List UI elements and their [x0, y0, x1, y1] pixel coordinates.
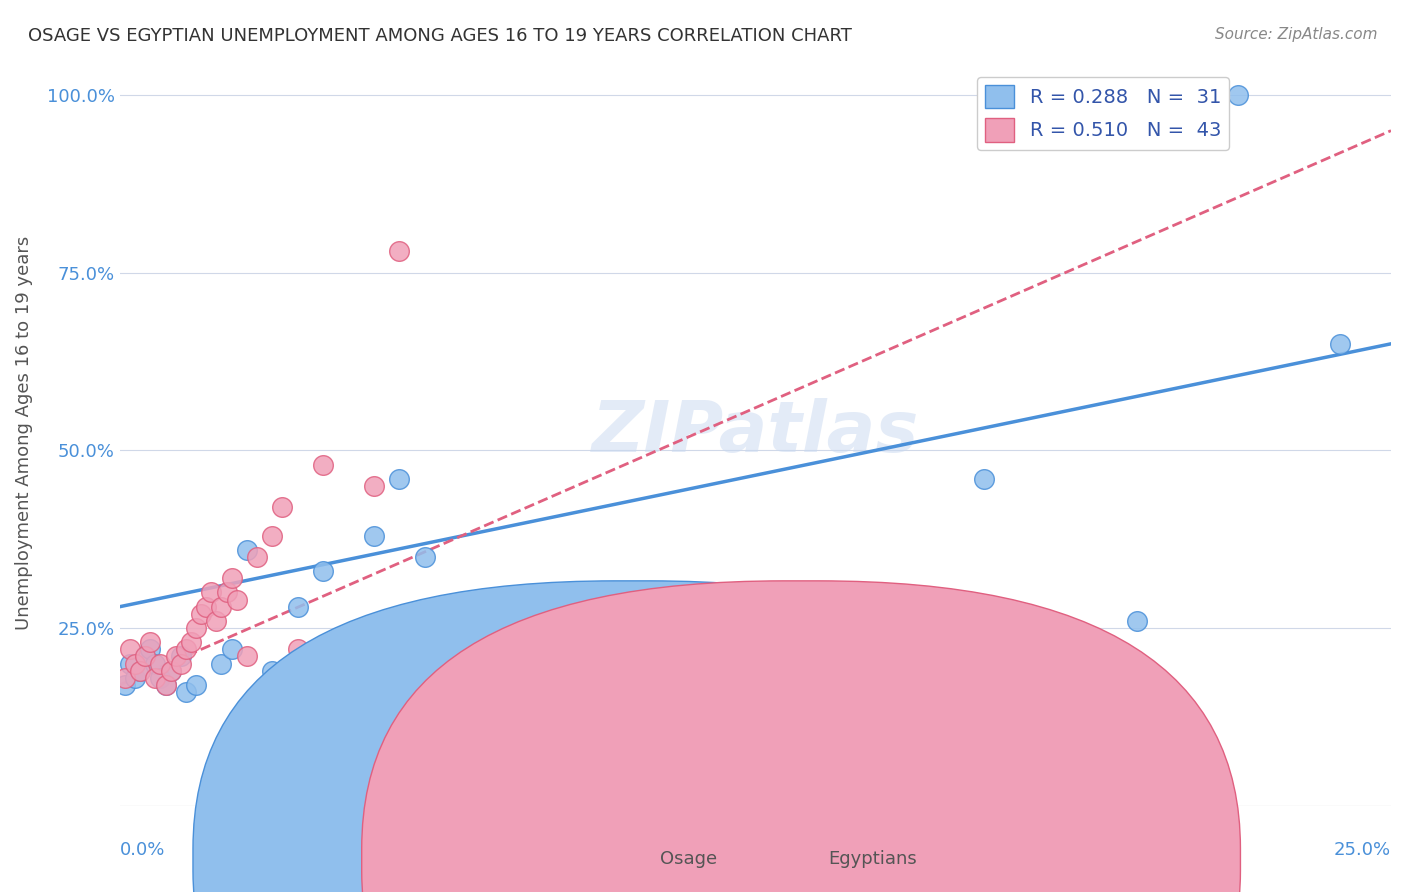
Point — [236, 649, 259, 664]
Point — [246, 549, 269, 564]
Point — [363, 479, 385, 493]
Point — [262, 528, 284, 542]
Point — [718, 607, 741, 621]
Text: OSAGE VS EGYPTIAN UNEMPLOYMENT AMONG AGES 16 TO 19 YEARS CORRELATION CHART: OSAGE VS EGYPTIAN UNEMPLOYMENT AMONG AGE… — [28, 27, 852, 45]
Point — [489, 649, 512, 664]
Point — [143, 657, 166, 671]
Point — [190, 607, 212, 621]
Point — [129, 664, 152, 678]
Point — [134, 649, 156, 664]
Point — [134, 649, 156, 664]
Point — [337, 649, 360, 664]
Point — [718, 642, 741, 657]
Point — [184, 678, 207, 692]
Point — [174, 642, 197, 657]
Point — [567, 706, 589, 721]
Legend: R = 0.288   N =  31, R = 0.510   N =  43: R = 0.288 N = 31, R = 0.510 N = 43 — [977, 77, 1229, 150]
Point — [159, 664, 181, 678]
Point — [170, 657, 193, 671]
Point — [155, 678, 177, 692]
Point — [174, 685, 197, 699]
Point — [211, 599, 233, 614]
Y-axis label: Unemployment Among Ages 16 to 19 years: Unemployment Among Ages 16 to 19 years — [15, 235, 32, 630]
Point — [413, 657, 436, 671]
Point — [312, 458, 335, 472]
Point — [118, 657, 141, 671]
Text: 0.0%: 0.0% — [120, 841, 165, 859]
Point — [211, 657, 233, 671]
Point — [567, 657, 589, 671]
Point — [139, 635, 162, 649]
Point — [225, 592, 247, 607]
Point — [271, 500, 294, 515]
Point — [464, 607, 486, 621]
Point — [170, 649, 193, 664]
Point — [139, 642, 162, 657]
Point — [236, 542, 259, 557]
Point — [872, 642, 894, 657]
Text: Egyptians: Egyptians — [828, 850, 917, 868]
Point — [516, 614, 538, 628]
Point — [769, 628, 792, 642]
Point — [1125, 614, 1147, 628]
Text: ZIPatlas: ZIPatlas — [592, 398, 920, 467]
Point — [114, 678, 136, 692]
Point — [973, 472, 995, 486]
Point — [200, 585, 222, 599]
Point — [155, 678, 177, 692]
Point — [287, 599, 309, 614]
Text: 25.0%: 25.0% — [1334, 841, 1391, 859]
Point — [287, 642, 309, 657]
Point — [129, 664, 152, 678]
Point — [221, 571, 243, 585]
Point — [388, 244, 411, 259]
Point — [165, 649, 187, 664]
Point — [184, 621, 207, 635]
Point — [1227, 88, 1250, 103]
Point — [180, 635, 202, 649]
Point — [221, 642, 243, 657]
Point — [215, 585, 238, 599]
Text: Source: ZipAtlas.com: Source: ZipAtlas.com — [1215, 27, 1378, 42]
Point — [205, 614, 228, 628]
Point — [149, 671, 172, 685]
Point — [143, 671, 166, 685]
Point — [262, 664, 284, 678]
Point — [1329, 336, 1351, 351]
Point — [413, 549, 436, 564]
Point — [872, 614, 894, 628]
Point — [159, 664, 181, 678]
Point — [668, 621, 690, 635]
Point — [312, 564, 335, 578]
Point — [114, 671, 136, 685]
Point — [195, 599, 218, 614]
Point — [363, 528, 385, 542]
Point — [124, 671, 146, 685]
Point — [821, 621, 844, 635]
Point — [439, 642, 461, 657]
Point — [516, 728, 538, 742]
Point — [617, 649, 640, 664]
Point — [118, 642, 141, 657]
Point — [388, 472, 411, 486]
Point — [124, 657, 146, 671]
Point — [149, 657, 172, 671]
Text: Osage: Osage — [659, 850, 717, 868]
